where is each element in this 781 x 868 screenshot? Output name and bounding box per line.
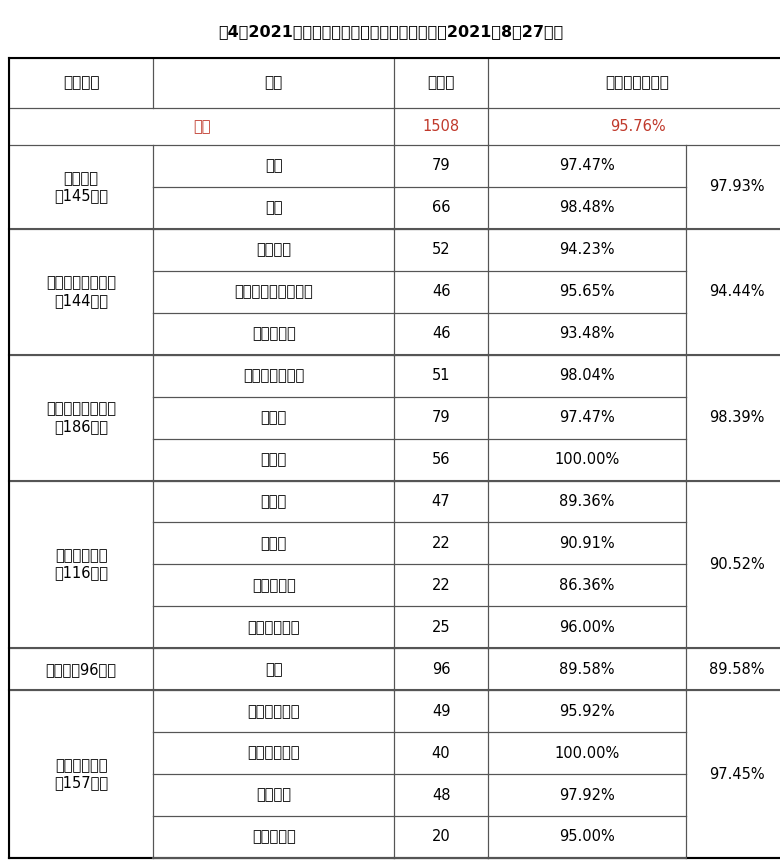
- Text: 48: 48: [432, 787, 451, 803]
- Bar: [9, 690, 153, 858]
- Text: 79: 79: [432, 159, 451, 174]
- Text: 86.36%: 86.36%: [559, 578, 615, 593]
- Text: 表4：2021届本科各专业毕业去向落实率（截至2021年8月27日）: 表4：2021届本科各专业毕业去向落实率（截至2021年8月27日）: [218, 24, 563, 39]
- Text: 英语学院
（145人）: 英语学院 （145人）: [54, 171, 108, 203]
- Text: 56: 56: [432, 452, 451, 467]
- Text: 40: 40: [432, 746, 451, 760]
- Text: 22: 22: [432, 578, 451, 593]
- Text: 25: 25: [432, 620, 451, 635]
- Text: 国际教育学院
（157人）: 国际教育学院 （157人）: [54, 758, 109, 790]
- Text: 英语（教育）: 英语（教育）: [248, 704, 300, 719]
- Text: 46: 46: [432, 326, 451, 341]
- Bar: [686, 355, 781, 481]
- Text: 1508: 1508: [423, 119, 460, 134]
- Text: 国际工商管理学院
（144人）: 国际工商管理学院 （144人）: [46, 276, 116, 308]
- Text: 翻译: 翻译: [265, 201, 283, 215]
- Text: 商务英语: 商务英语: [256, 787, 291, 803]
- Text: 会计学: 会计学: [261, 410, 287, 425]
- Text: 院（系）: 院（系）: [63, 76, 99, 90]
- Bar: [686, 481, 781, 648]
- Text: 汉语国际教育: 汉语国际教育: [248, 746, 300, 760]
- Bar: [9, 229, 153, 355]
- Text: 49: 49: [432, 704, 451, 719]
- Text: 79: 79: [432, 410, 451, 425]
- Text: 89.58%: 89.58%: [709, 661, 765, 677]
- Text: 97.47%: 97.47%: [559, 159, 615, 174]
- Text: 工商管理: 工商管理: [256, 242, 291, 257]
- Text: 新闻学: 新闻学: [261, 494, 287, 509]
- Text: 97.47%: 97.47%: [559, 410, 615, 425]
- Text: 教育技术学: 教育技术学: [252, 830, 296, 845]
- Text: 网络与新媒体: 网络与新媒体: [248, 620, 300, 635]
- Text: 97.45%: 97.45%: [709, 766, 765, 781]
- Text: 20: 20: [432, 830, 451, 845]
- Text: 国际经济与贸易: 国际经济与贸易: [243, 368, 305, 383]
- Text: 金融学: 金融学: [261, 452, 287, 467]
- Text: 66: 66: [432, 201, 451, 215]
- Text: 95.92%: 95.92%: [559, 704, 615, 719]
- Text: 信息管理与信息系统: 信息管理与信息系统: [234, 285, 313, 299]
- Text: 总人数: 总人数: [427, 76, 455, 90]
- Text: 95.76%: 95.76%: [610, 119, 665, 134]
- Text: 98.48%: 98.48%: [559, 201, 615, 215]
- Bar: [9, 145, 153, 229]
- Text: 英语: 英语: [265, 159, 283, 174]
- Text: 22: 22: [432, 536, 451, 551]
- Bar: [9, 355, 153, 481]
- Bar: [686, 145, 781, 229]
- Text: 100.00%: 100.00%: [555, 746, 619, 760]
- Text: 100.00%: 100.00%: [555, 452, 619, 467]
- Text: 98.04%: 98.04%: [559, 368, 615, 383]
- Text: 51: 51: [432, 368, 451, 383]
- Text: 合计: 合计: [193, 119, 211, 134]
- Text: 95.00%: 95.00%: [559, 830, 615, 845]
- Text: 46: 46: [432, 285, 451, 299]
- Text: 47: 47: [432, 494, 451, 509]
- Text: 95.65%: 95.65%: [559, 285, 615, 299]
- Text: 法学院（96人）: 法学院（96人）: [45, 661, 116, 677]
- Text: 97.93%: 97.93%: [709, 180, 765, 194]
- Text: 广播电视学: 广播电视学: [252, 578, 296, 593]
- Bar: [686, 690, 781, 858]
- Bar: [9, 481, 153, 648]
- Text: 96: 96: [432, 661, 451, 677]
- Text: 96.00%: 96.00%: [559, 620, 615, 635]
- Text: 90.52%: 90.52%: [709, 557, 765, 572]
- Text: 国际金融贸易学院
（186人）: 国际金融贸易学院 （186人）: [46, 401, 116, 434]
- Text: 93.48%: 93.48%: [559, 326, 615, 341]
- Text: 52: 52: [432, 242, 451, 257]
- Text: 专业: 专业: [265, 76, 283, 90]
- Text: 89.58%: 89.58%: [559, 661, 615, 677]
- Text: 毕业去向落实率: 毕业去向落实率: [605, 76, 669, 90]
- Text: 97.92%: 97.92%: [559, 787, 615, 803]
- Bar: [686, 648, 781, 690]
- Text: 89.36%: 89.36%: [559, 494, 615, 509]
- Text: 广告学: 广告学: [261, 536, 287, 551]
- Text: 法学: 法学: [265, 661, 283, 677]
- Text: 新闻传播学院
（116人）: 新闻传播学院 （116人）: [54, 549, 108, 581]
- Text: 98.39%: 98.39%: [709, 410, 765, 425]
- Text: 94.44%: 94.44%: [709, 285, 765, 299]
- Text: 90.91%: 90.91%: [559, 536, 615, 551]
- Text: 公共关系学: 公共关系学: [252, 326, 296, 341]
- Text: 94.23%: 94.23%: [559, 242, 615, 257]
- Bar: [686, 229, 781, 355]
- Bar: [9, 648, 153, 690]
